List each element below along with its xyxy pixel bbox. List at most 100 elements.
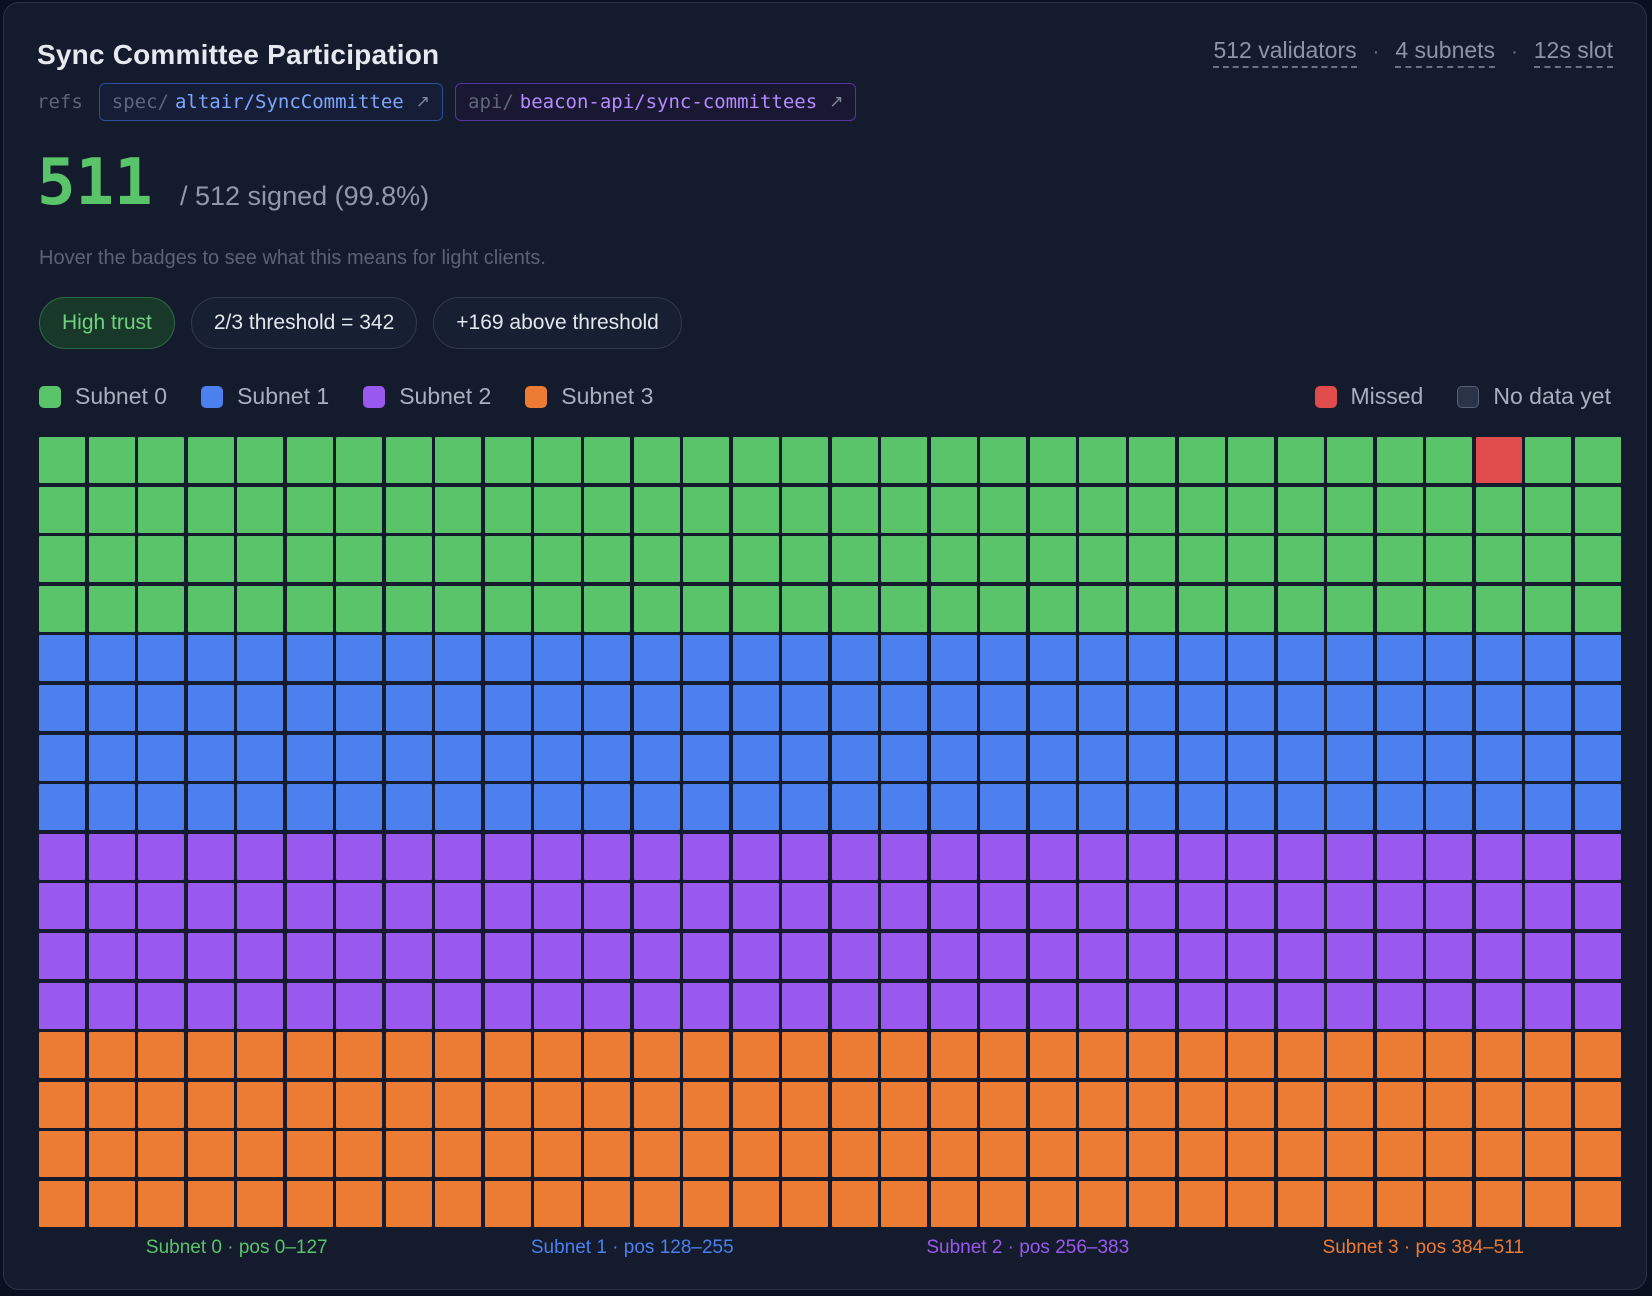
validator-cell[interactable]: [484, 1032, 531, 1079]
validator-cell[interactable]: [435, 635, 482, 682]
validator-cell[interactable]: [1327, 437, 1374, 484]
validator-cell[interactable]: [534, 684, 581, 732]
validator-cell[interactable]: [435, 982, 482, 1029]
validator-cell[interactable]: [782, 932, 829, 980]
validator-cell[interactable]: [1129, 734, 1176, 781]
validator-cell[interactable]: [1129, 585, 1176, 632]
validator-cell[interactable]: [683, 1180, 730, 1227]
validator-cell[interactable]: [286, 1180, 333, 1227]
validator-cell[interactable]: [683, 833, 730, 880]
validator-cell[interactable]: [732, 585, 779, 632]
validator-cell[interactable]: [187, 833, 234, 880]
validator-cell[interactable]: [435, 932, 482, 980]
validator-cell[interactable]: [1525, 1032, 1572, 1079]
validator-cell[interactable]: [930, 635, 977, 682]
validator-cell[interactable]: [1277, 585, 1324, 632]
validator-cell[interactable]: [237, 784, 284, 831]
validator-cell[interactable]: [1376, 883, 1423, 930]
validator-cell[interactable]: [1426, 1180, 1473, 1227]
validator-cell[interactable]: [881, 1180, 928, 1227]
validator-cell[interactable]: [732, 833, 779, 880]
validator-cell[interactable]: [1426, 486, 1473, 533]
validator-cell[interactable]: [138, 883, 185, 930]
validator-cell[interactable]: [980, 635, 1027, 682]
validator-cell[interactable]: [336, 585, 383, 632]
validator-cell[interactable]: [237, 585, 284, 632]
validator-cell[interactable]: [336, 833, 383, 880]
validator-cell[interactable]: [584, 486, 631, 533]
validator-cell[interactable]: [1178, 536, 1225, 583]
validator-cell[interactable]: [1129, 784, 1176, 831]
validator-cell[interactable]: [1574, 684, 1621, 732]
validator-cell[interactable]: [88, 684, 135, 732]
validator-cell[interactable]: [633, 437, 680, 484]
validator-cell[interactable]: [782, 734, 829, 781]
validator-cell[interactable]: [1327, 1131, 1374, 1178]
validator-cell[interactable]: [138, 1131, 185, 1178]
validator-cell[interactable]: [1327, 784, 1374, 831]
validator-cell[interactable]: [633, 536, 680, 583]
validator-cell[interactable]: [584, 734, 631, 781]
validator-cell[interactable]: [732, 486, 779, 533]
validator-cell[interactable]: [584, 684, 631, 732]
validator-cell[interactable]: [1525, 635, 1572, 682]
validator-cell[interactable]: [237, 833, 284, 880]
validator-cell[interactable]: [1228, 486, 1275, 533]
validator-cell[interactable]: [138, 1081, 185, 1128]
validator-cell[interactable]: [1426, 734, 1473, 781]
validator-cell[interactable]: [187, 486, 234, 533]
validator-cell[interactable]: [1029, 635, 1076, 682]
validator-cell[interactable]: [88, 437, 135, 484]
validator-cell[interactable]: [1129, 1032, 1176, 1079]
validator-cell[interactable]: [831, 1081, 878, 1128]
validator-cell[interactable]: [683, 486, 730, 533]
validator-cell[interactable]: [782, 1081, 829, 1128]
validator-cell[interactable]: [1426, 1032, 1473, 1079]
validator-cell[interactable]: [237, 883, 284, 930]
validator-cell[interactable]: [534, 734, 581, 781]
validator-cell[interactable]: [633, 1131, 680, 1178]
validator-cell[interactable]: [385, 982, 432, 1029]
validator-cell[interactable]: [831, 784, 878, 831]
validator-cell[interactable]: [1475, 734, 1522, 781]
validator-cell[interactable]: [1029, 1032, 1076, 1079]
validator-cell[interactable]: [187, 1180, 234, 1227]
validator-cell[interactable]: [336, 1032, 383, 1079]
validator-cell[interactable]: [1178, 585, 1225, 632]
validator-cell[interactable]: [336, 1131, 383, 1178]
validator-cell[interactable]: [484, 883, 531, 930]
validator-cell[interactable]: [1525, 883, 1572, 930]
validator-cell[interactable]: [1029, 536, 1076, 583]
validator-cell[interactable]: [336, 486, 383, 533]
validator-cell[interactable]: [584, 932, 631, 980]
validator-cell[interactable]: [1327, 734, 1374, 781]
validator-cell[interactable]: [930, 437, 977, 484]
validator-cell[interactable]: [336, 734, 383, 781]
validator-cell[interactable]: [385, 437, 432, 484]
validator-cell[interactable]: [336, 437, 383, 484]
validator-cell[interactable]: [237, 982, 284, 1029]
validator-cell[interactable]: [1327, 684, 1374, 732]
validator-cell[interactable]: [1277, 1180, 1324, 1227]
validator-cell[interactable]: [138, 684, 185, 732]
validator-cell[interactable]: [336, 1180, 383, 1227]
validator-cell[interactable]: [930, 734, 977, 781]
validator-cell[interactable]: [831, 1180, 878, 1227]
validator-cell[interactable]: [534, 1032, 581, 1079]
validator-cell[interactable]: [1426, 982, 1473, 1029]
validator-cell[interactable]: [1228, 982, 1275, 1029]
validator-cell[interactable]: [1178, 486, 1225, 533]
validator-cell[interactable]: [88, 536, 135, 583]
validator-cell[interactable]: [138, 585, 185, 632]
validator-cell[interactable]: [1475, 982, 1522, 1029]
validator-cell[interactable]: [286, 635, 333, 682]
validator-cell[interactable]: [138, 734, 185, 781]
validator-cell[interactable]: [187, 437, 234, 484]
validator-cell[interactable]: [831, 585, 878, 632]
validator-cell[interactable]: [88, 486, 135, 533]
validator-cell[interactable]: [732, 536, 779, 583]
validator-cell[interactable]: [782, 635, 829, 682]
validator-cell[interactable]: [584, 883, 631, 930]
validator-cell[interactable]: [782, 585, 829, 632]
validator-cell[interactable]: [88, 883, 135, 930]
